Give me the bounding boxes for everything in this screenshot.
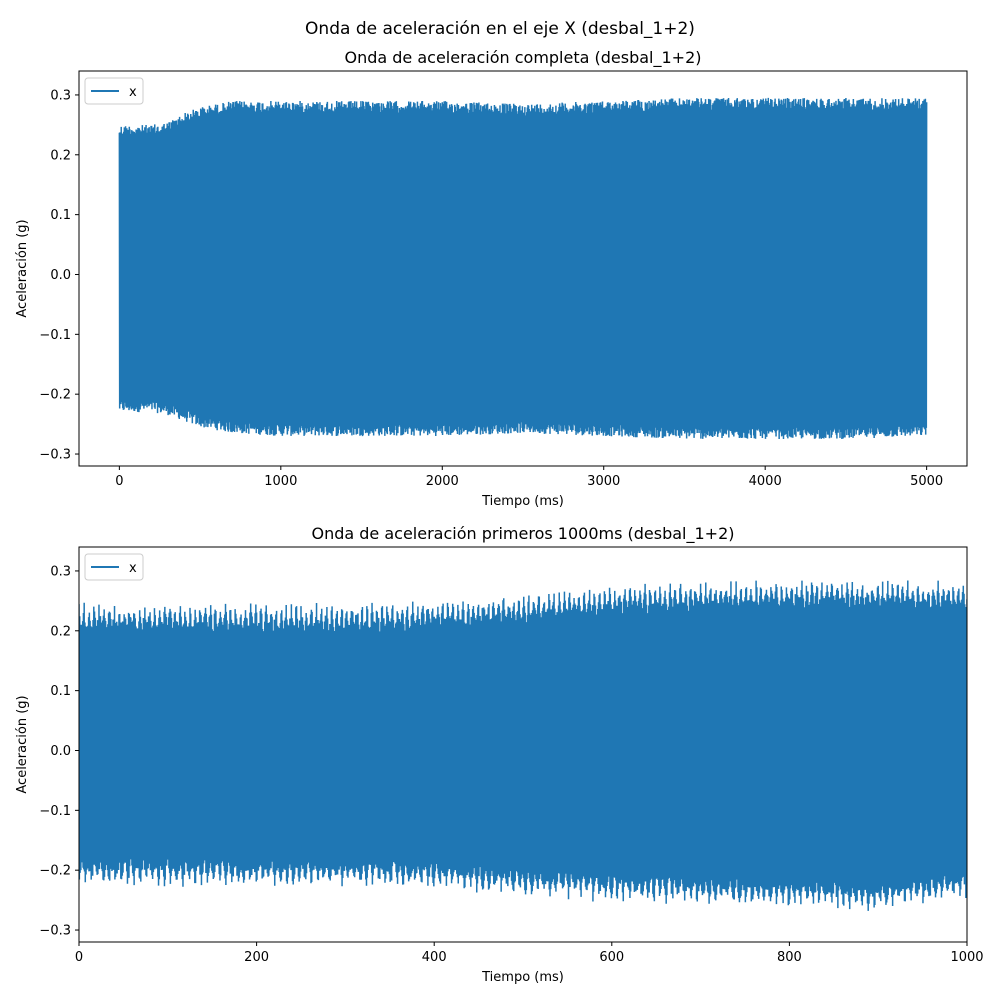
y-tick-label: −0.2 [39, 388, 71, 403]
x-tick-label: 2000 [426, 474, 459, 489]
series-line-x [79, 580, 967, 911]
y-tick-label: 0.0 [50, 268, 71, 283]
x-tick-label: 1000 [264, 474, 297, 489]
y-tick-label: 0.1 [50, 684, 71, 699]
y-tick-label: 0.1 [50, 208, 71, 223]
y-tick-label: −0.3 [39, 448, 71, 463]
x-tick-label: 400 [422, 950, 447, 965]
x-tick-label: 0 [75, 950, 83, 965]
x-tick-label: 3000 [587, 474, 620, 489]
y-tick-label: 0.3 [50, 88, 71, 103]
figure-suptitle: Onda de aceleración en el eje X (desbal_… [305, 19, 695, 39]
legend: x [84, 77, 144, 105]
chart-2: 0 200 400 600 800 1000 −0.3 −0.2 −0.1 0.0 0.1 0.2 0.… [15, 524, 984, 985]
x-tick-label: 0 [115, 474, 123, 489]
x-tick-label: 1000 [950, 950, 983, 965]
y-tick-label: −0.2 [39, 864, 71, 879]
x-tick-label: 600 [599, 950, 624, 965]
series-line-x [118, 97, 928, 440]
x-tick-label: 5000 [910, 474, 943, 489]
x-axis-label: Tiempo (ms) [481, 494, 564, 509]
legend-label: x [129, 561, 137, 576]
y-tick-label: −0.3 [39, 924, 71, 939]
axes-frame [78, 70, 968, 467]
x-tick-label: 800 [777, 950, 802, 965]
y-tick-label: 0.3 [50, 564, 71, 579]
chart-title: Onda de aceleración completa (desbal_1+2… [344, 48, 701, 68]
chart-title: Onda de aceleración primeros 1000ms (des… [311, 524, 734, 544]
x-tick-label: 200 [244, 950, 269, 965]
legend-label: x [129, 85, 137, 100]
axes-frame [78, 546, 968, 943]
y-axis-label: Aceleración (g) [15, 695, 30, 793]
legend: x [84, 553, 144, 581]
x-axis-label: Tiempo (ms) [481, 970, 564, 985]
y-tick-label: −0.1 [39, 804, 71, 819]
y-tick-label: 0.2 [50, 624, 71, 639]
chart-1: 0 1000 2000 3000 4000 5000 −0.3 −0.2 −0.1 0.0 0.1 0… [15, 48, 968, 509]
x-tick-label: 4000 [749, 474, 782, 489]
y-tick-label: −0.1 [39, 328, 71, 343]
y-tick-label: 0.2 [50, 148, 71, 163]
y-tick-label: 0.0 [50, 744, 71, 759]
y-axis-label: Aceleración (g) [15, 219, 30, 317]
